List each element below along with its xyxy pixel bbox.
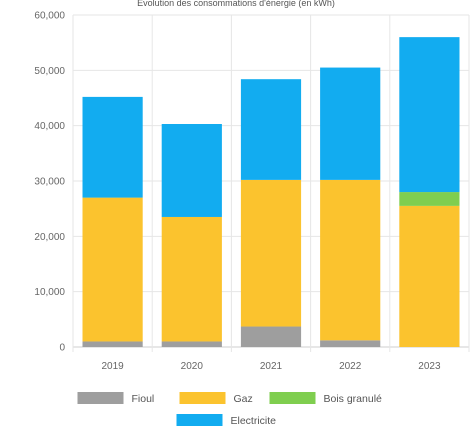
legend-label-bois-granule: Bois granulé <box>324 393 383 405</box>
bar-segment-electricite-2023 <box>399 37 460 193</box>
bar-segment-electricite-2022 <box>320 67 381 180</box>
legend-swatch-electricite <box>176 414 223 426</box>
axes: 0 10,000 20,000 30,000 40,000 50,000 60,000 201… <box>34 11 441 373</box>
x-tick-label: 2022 <box>339 361 362 372</box>
x-tick-label: 2020 <box>181 361 204 372</box>
bar-segment-gaz-2021 <box>240 179 302 327</box>
bar-segment-gaz-2023 <box>399 205 460 347</box>
y-tick-label: 40,000 <box>34 121 65 132</box>
bar-segment-fioul-2019 <box>82 341 143 347</box>
legend-swatch-bois-granule <box>269 392 316 404</box>
bar-segment-electricite-2020 <box>161 124 222 217</box>
x-tick-label: 2023 <box>418 361 441 372</box>
legend: Fioul Gaz Bois granulé Electricite <box>77 392 383 427</box>
bar-segment-fioul-2022 <box>320 340 381 347</box>
legend-swatch-fioul <box>77 392 124 404</box>
bar-segment-electricite-2019 <box>82 96 143 198</box>
legend-label-gaz: Gaz <box>234 393 253 405</box>
bar-segment-fioul-2020 <box>161 341 222 347</box>
x-tick-label: 2021 <box>260 361 283 372</box>
chart-title: Evolution des consommations d'énergie (e… <box>137 0 335 8</box>
y-tick-label: 50,000 <box>34 66 65 77</box>
y-tick-label: 60,000 <box>34 11 65 22</box>
bars <box>82 37 460 347</box>
y-tick-label: 0 <box>59 343 65 354</box>
y-tick-label: 30,000 <box>34 177 65 188</box>
bar-segment-gaz-2022 <box>320 179 381 341</box>
bar-segment-fioul-2021 <box>240 326 302 347</box>
bar-segment-bois-granule-2023 <box>399 192 460 206</box>
x-tick-label: 2019 <box>101 361 124 372</box>
bar-segment-gaz-2020 <box>161 216 222 342</box>
legend-swatch-gaz <box>179 392 226 404</box>
bar-segment-gaz-2019 <box>82 197 143 342</box>
bar-segment-electricite-2021 <box>240 79 302 180</box>
y-tick-label: 20,000 <box>34 232 65 243</box>
legend-label-electricite: Electricite <box>231 415 277 427</box>
legend-label-fioul: Fioul <box>132 393 155 405</box>
y-tick-label: 10,000 <box>34 287 65 298</box>
